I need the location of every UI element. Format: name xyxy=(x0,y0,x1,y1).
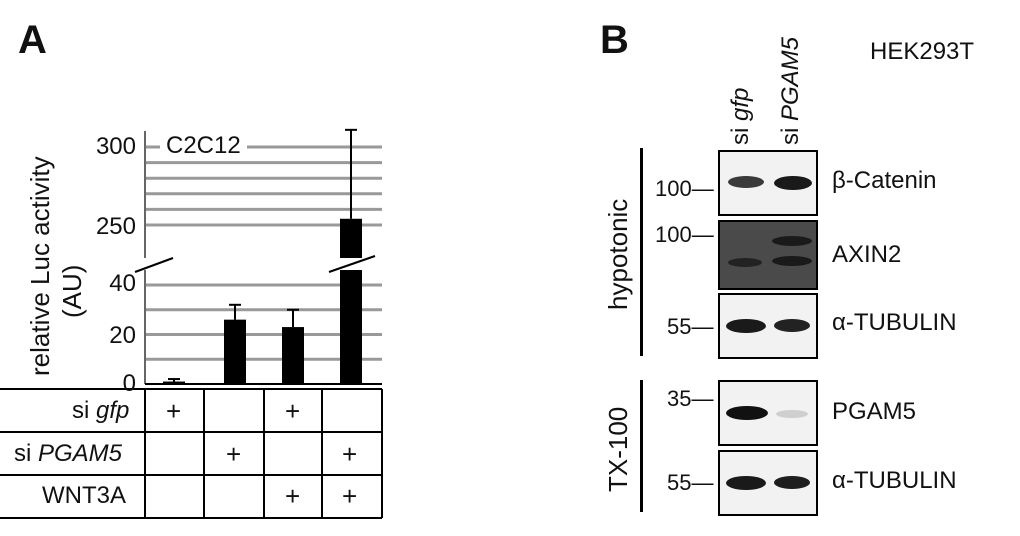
band xyxy=(774,176,812,190)
axis-break-mark xyxy=(134,257,174,273)
mark-r2-c3: + xyxy=(342,481,358,511)
cell-line-label-b: HEK293T xyxy=(870,38,975,65)
fraction-label-hypotonic: hypotonic xyxy=(603,198,633,310)
protein-label: α-TUBULIN xyxy=(832,467,957,494)
row-label-wnt3a: WNT3A xyxy=(42,482,126,509)
bar xyxy=(340,218,362,384)
mw-value: 55 xyxy=(667,470,692,495)
mw-marker: 35— xyxy=(667,386,714,411)
band xyxy=(772,236,812,246)
mw-marker: 100— xyxy=(655,222,714,247)
bar xyxy=(163,381,185,384)
mark-r2-c2: + xyxy=(285,481,301,511)
lane-gene: PGAM5 xyxy=(777,36,804,121)
row-label-si-gfp: si gfp xyxy=(72,397,129,425)
band xyxy=(728,258,762,267)
y-tick-40: 40 xyxy=(109,270,136,297)
y-tick-20: 20 xyxy=(109,322,136,349)
blot-alpha-tubulin-hypotonic xyxy=(718,293,818,359)
band xyxy=(776,410,808,418)
band xyxy=(726,476,766,490)
band xyxy=(772,256,812,266)
mw-marker: 55— xyxy=(667,470,714,495)
protein-label: α-TUBULIN xyxy=(832,309,957,336)
axis-break-gap xyxy=(137,258,384,270)
mark-r1-c3: + xyxy=(342,439,358,469)
band xyxy=(726,406,768,420)
band xyxy=(728,176,764,188)
y-tick-0: 0 xyxy=(122,370,136,397)
bar xyxy=(224,319,246,384)
y-axis-label-line2: (AU) xyxy=(57,264,87,318)
panel-a-letter: A xyxy=(18,18,47,62)
mw-value: 55 xyxy=(667,314,692,339)
panel-b-letter: B xyxy=(600,18,629,62)
lane-label-si-gfp: si gfp xyxy=(727,88,755,145)
row-prefix: si xyxy=(72,397,96,424)
band xyxy=(726,319,766,333)
fraction-label-tx100: TX-100 xyxy=(603,406,633,492)
tx100-bracket xyxy=(640,380,643,512)
y-tick-250: 250 xyxy=(95,213,136,240)
row-prefix: si xyxy=(14,440,38,467)
mark-r1-c1: + xyxy=(226,439,242,469)
blot-axin2 xyxy=(718,220,818,290)
row-label-si-pgam5: si PGAM5 xyxy=(14,440,122,468)
bar-break-mark xyxy=(328,255,376,273)
mark-r0-c2: + xyxy=(285,396,301,426)
lane-prefix: si xyxy=(777,121,804,145)
mw-value: 100 xyxy=(655,222,692,247)
y-tick-300: 300 xyxy=(95,133,136,160)
mw-marker: 100— xyxy=(655,176,714,201)
protein-label: β-Catenin xyxy=(832,167,937,194)
cell-line-label: C2C12 xyxy=(160,132,247,160)
mw-marker: 55— xyxy=(667,314,714,339)
row-gene: PGAM5 xyxy=(38,440,123,467)
y-axis-label-line1: relative Luc activity xyxy=(25,156,55,376)
row-gene: gfp xyxy=(96,397,130,424)
blot-pgam5 xyxy=(718,380,818,446)
mw-value: 35 xyxy=(667,386,692,411)
protein-label: PGAM5 xyxy=(832,398,917,425)
blot-beta-catenin xyxy=(718,150,818,216)
blot-alpha-tubulin-tx100 xyxy=(718,450,818,516)
bar xyxy=(282,327,304,384)
band xyxy=(774,476,810,489)
hypotonic-bracket xyxy=(640,148,643,356)
lane-gene: gfp xyxy=(727,87,754,121)
lane-label-si-pgam5: si PGAM5 xyxy=(777,37,805,145)
protein-label: AXIN2 xyxy=(832,241,902,268)
lane-prefix: si xyxy=(727,121,754,145)
band xyxy=(774,319,810,332)
mw-value: 100 xyxy=(655,176,692,201)
mark-r0-c0: + xyxy=(166,396,182,426)
